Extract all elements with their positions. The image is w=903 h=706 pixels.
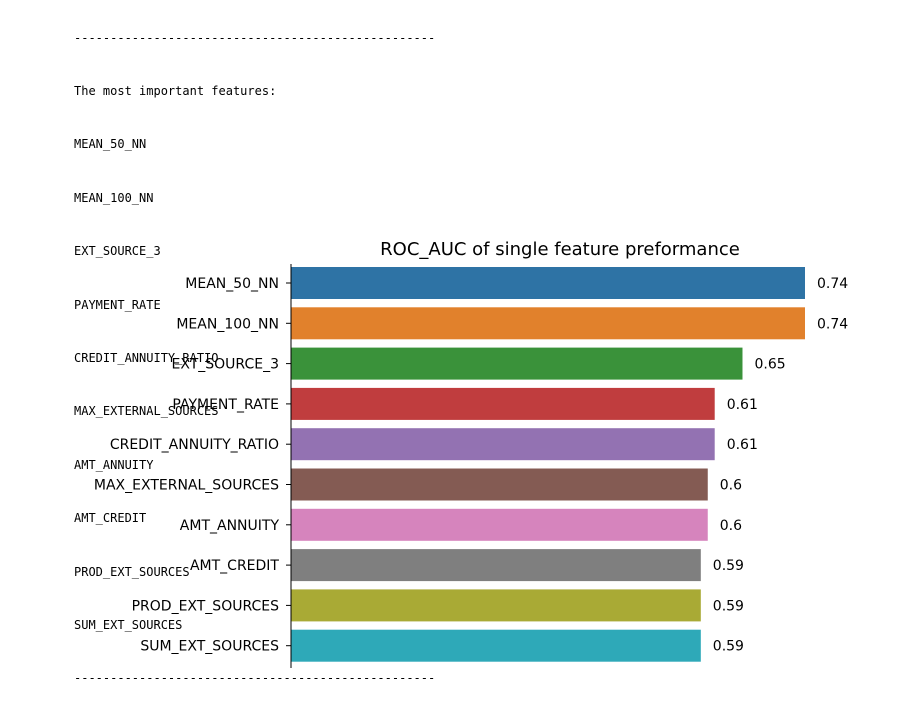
y-tick-label: AMT_ANNUITY (180, 518, 280, 534)
feature-line: AMT_ANNUITY (74, 457, 154, 472)
chart-title: ROC_AUC of single feature preformance (380, 239, 740, 260)
y-tick-label: EXT_SOURCE_3 (172, 357, 279, 373)
bar-value-label: 0.59 (713, 558, 744, 574)
y-tick-label: MAX_EXTERNAL_SOURCES (94, 478, 279, 494)
bar (291, 267, 805, 299)
bars-group: 0.74 0.74 0.65 0.61 0.61 0.6 0.6 0.59 0.59 0.59 (291, 267, 848, 662)
console-heading: The most important features: (74, 83, 277, 98)
y-tick-label: PROD_EXT_SOURCES (132, 598, 280, 614)
feature-line: SUM_EXT_SOURCES (74, 617, 183, 632)
feature-line: CREDIT_ANNUITY_RATIO (74, 350, 219, 365)
y-tick-label: SUM_EXT_SOURCES (140, 639, 279, 655)
y-tick-label: CREDIT_ANNUITY_RATIO (110, 437, 279, 453)
bar (291, 549, 701, 582)
feature-line: PROD_EXT_SOURCES (74, 564, 190, 579)
feature-line: MEAN_100_NN (74, 190, 154, 205)
bar (291, 468, 708, 501)
bar-value-label: 0.74 (817, 316, 848, 332)
bar-value-label: 0.59 (713, 639, 744, 655)
bar-value-label: 0.61 (727, 397, 758, 413)
feature-line: MAX_EXTERNAL_SOURCES (74, 404, 219, 419)
feature-line: PAYMENT_RATE (74, 297, 161, 312)
bar (291, 428, 715, 461)
y-ticks-group: MEAN_50_NN MEAN_100_NN EXT_SOURCE_3 PAYMENT… (94, 276, 291, 655)
bar-value-label: 0.65 (754, 357, 785, 373)
y-tick-label: PAYMENT_RATE (172, 397, 279, 413)
bar (291, 387, 715, 420)
bar-value-label: 0.6 (720, 478, 742, 494)
roc-auc-bar-chart: ROC_AUC of single feature preformance 0.… (94, 239, 848, 668)
separator-top: ----------------------------------------… (74, 30, 436, 45)
y-tick-label: MEAN_50_NN (185, 276, 279, 292)
console-output: ----------------------------------------… (74, 0, 435, 706)
bar (291, 307, 805, 340)
y-tick-label: MEAN_100_NN (176, 316, 279, 332)
bar-value-label: 0.59 (713, 598, 744, 614)
y-tick-label: AMT_CREDIT (190, 558, 279, 574)
separator-bottom: ----------------------------------------… (74, 671, 436, 686)
bar (291, 347, 743, 380)
bar (291, 508, 708, 541)
bar-value-label: 0.61 (727, 437, 758, 453)
bar-value-label: 0.74 (817, 276, 848, 292)
bar (291, 589, 701, 622)
feature-line: MEAN_50_NN (74, 137, 147, 152)
feature-line: AMT_CREDIT (74, 511, 147, 526)
bar (291, 629, 701, 662)
bar-value-label: 0.6 (720, 518, 742, 534)
feature-line: EXT_SOURCE_3 (74, 244, 161, 259)
